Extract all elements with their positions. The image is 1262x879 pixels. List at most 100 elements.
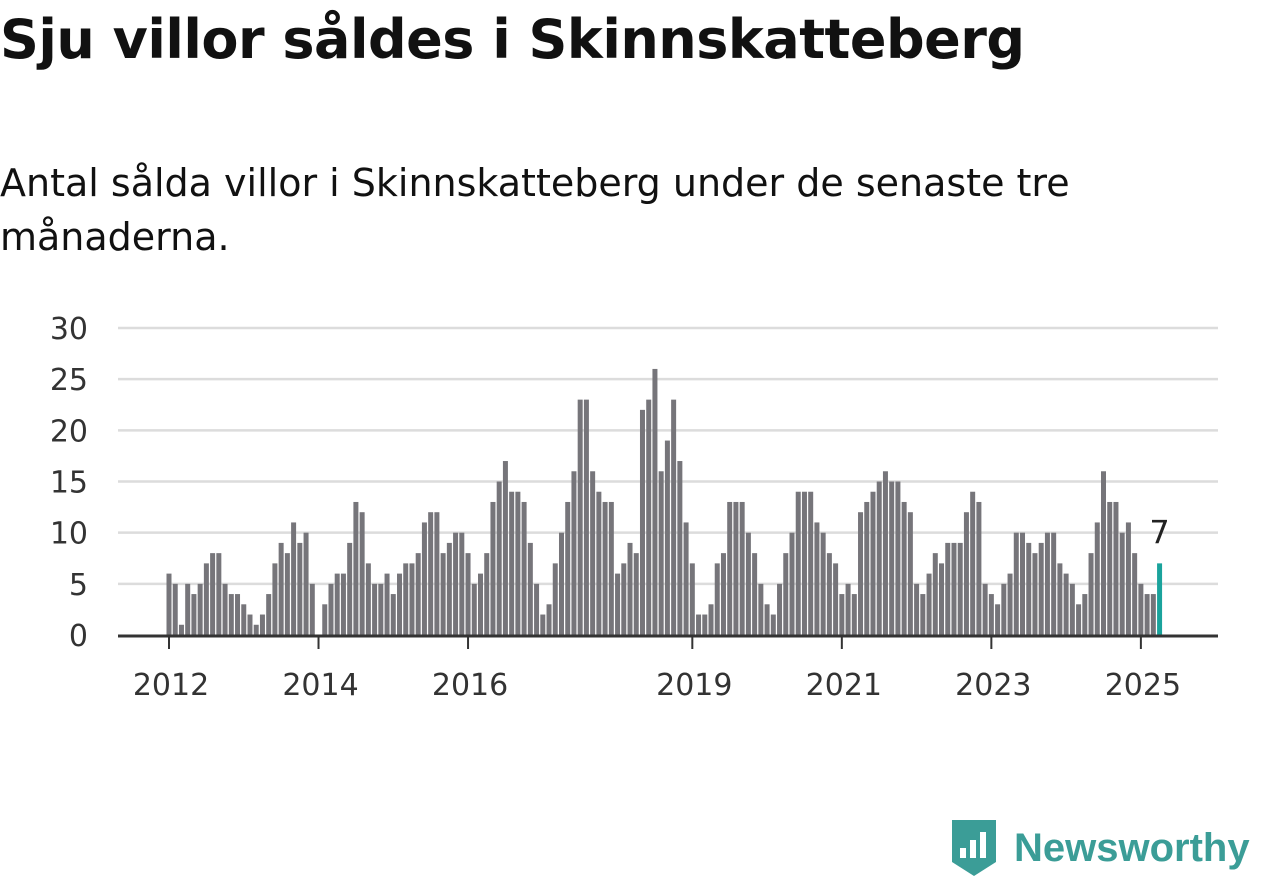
bar xyxy=(1119,532,1125,635)
bar xyxy=(509,491,515,635)
bar xyxy=(1150,594,1156,635)
bar xyxy=(571,471,577,635)
x-tick-label: 2019 xyxy=(656,668,732,700)
bar xyxy=(801,491,807,635)
bar xyxy=(639,409,645,635)
bar xyxy=(820,532,826,635)
chart-title: Sju villor såldes i Skinnskatteberg xyxy=(0,8,1025,71)
bar xyxy=(733,501,739,635)
bar xyxy=(739,501,745,635)
bar xyxy=(864,501,870,635)
bar xyxy=(1088,553,1094,635)
bar xyxy=(1094,522,1100,635)
bar xyxy=(527,542,533,635)
bar xyxy=(558,532,564,635)
bar xyxy=(596,491,602,635)
bar xyxy=(1069,583,1075,635)
bar xyxy=(839,594,845,635)
bar xyxy=(1107,501,1113,635)
bar xyxy=(1144,594,1150,635)
x-tick-label: 2021 xyxy=(806,668,882,700)
bar xyxy=(372,583,378,635)
bar xyxy=(882,471,888,635)
bar xyxy=(484,553,490,635)
bar xyxy=(216,553,222,635)
brand-name: Newsworthy xyxy=(1014,825,1250,870)
bar xyxy=(552,563,558,635)
x-axis-ticks: 2012 2014 2016 2019 2021 2023 2025 xyxy=(133,637,1181,700)
bar xyxy=(851,594,857,635)
bar xyxy=(783,553,789,635)
bar xyxy=(1051,532,1057,635)
bar xyxy=(876,481,882,635)
bar xyxy=(858,512,864,635)
bar xyxy=(428,512,434,635)
x-tick-label: 2023 xyxy=(955,668,1031,700)
bar xyxy=(702,614,708,635)
bar xyxy=(982,583,988,635)
bar xyxy=(583,399,589,635)
bar xyxy=(378,583,384,635)
bar xyxy=(907,512,913,635)
bar xyxy=(166,573,172,635)
last-value-label: 7 xyxy=(1149,513,1169,551)
bar xyxy=(1076,604,1082,635)
bar xyxy=(1132,553,1138,635)
bar xyxy=(1125,522,1131,635)
annotations: 7 xyxy=(1149,513,1169,551)
bar xyxy=(577,399,583,635)
bar xyxy=(490,501,496,635)
bar xyxy=(1113,501,1119,635)
bar xyxy=(696,614,702,635)
bar xyxy=(758,583,764,635)
bar xyxy=(1101,471,1106,635)
bar xyxy=(565,501,571,635)
bar xyxy=(540,614,546,635)
bar xyxy=(627,542,633,635)
bar xyxy=(421,522,427,635)
bar xyxy=(272,563,278,635)
bar xyxy=(615,573,621,635)
bar xyxy=(1038,542,1044,635)
bar xyxy=(1057,563,1063,635)
bar xyxy=(534,583,540,635)
y-tick-label: 20 xyxy=(50,414,88,449)
bar xyxy=(895,481,901,635)
bar xyxy=(197,583,203,635)
bar xyxy=(1138,583,1144,635)
bar xyxy=(515,491,521,635)
bar xyxy=(689,563,695,635)
bar xyxy=(671,399,677,635)
bar xyxy=(951,542,957,635)
bar xyxy=(347,542,353,635)
bar xyxy=(1044,532,1050,635)
bar xyxy=(939,563,945,635)
bar xyxy=(521,501,527,635)
bar xyxy=(309,583,315,635)
bar xyxy=(752,553,758,635)
bar xyxy=(870,491,876,635)
y-tick-label: 5 xyxy=(69,568,88,603)
bar xyxy=(178,624,184,635)
bar xyxy=(1032,553,1038,635)
bar xyxy=(222,583,228,635)
bar xyxy=(253,624,259,635)
x-tick-label: 2025 xyxy=(1105,668,1181,700)
bar xyxy=(1013,532,1019,635)
bar xyxy=(677,461,683,635)
bar xyxy=(440,553,446,635)
bar xyxy=(203,563,209,635)
bar xyxy=(920,594,926,635)
bar xyxy=(590,471,596,635)
y-tick-label: 10 xyxy=(50,517,88,552)
bar xyxy=(714,563,720,635)
bar xyxy=(297,542,303,635)
bar xyxy=(727,501,733,635)
y-tick-label: 15 xyxy=(50,466,88,501)
bar xyxy=(502,461,508,635)
y-tick-label: 25 xyxy=(50,363,88,398)
bar xyxy=(945,542,951,635)
bar xyxy=(340,573,346,635)
bar xyxy=(745,532,751,635)
bar xyxy=(453,532,459,635)
